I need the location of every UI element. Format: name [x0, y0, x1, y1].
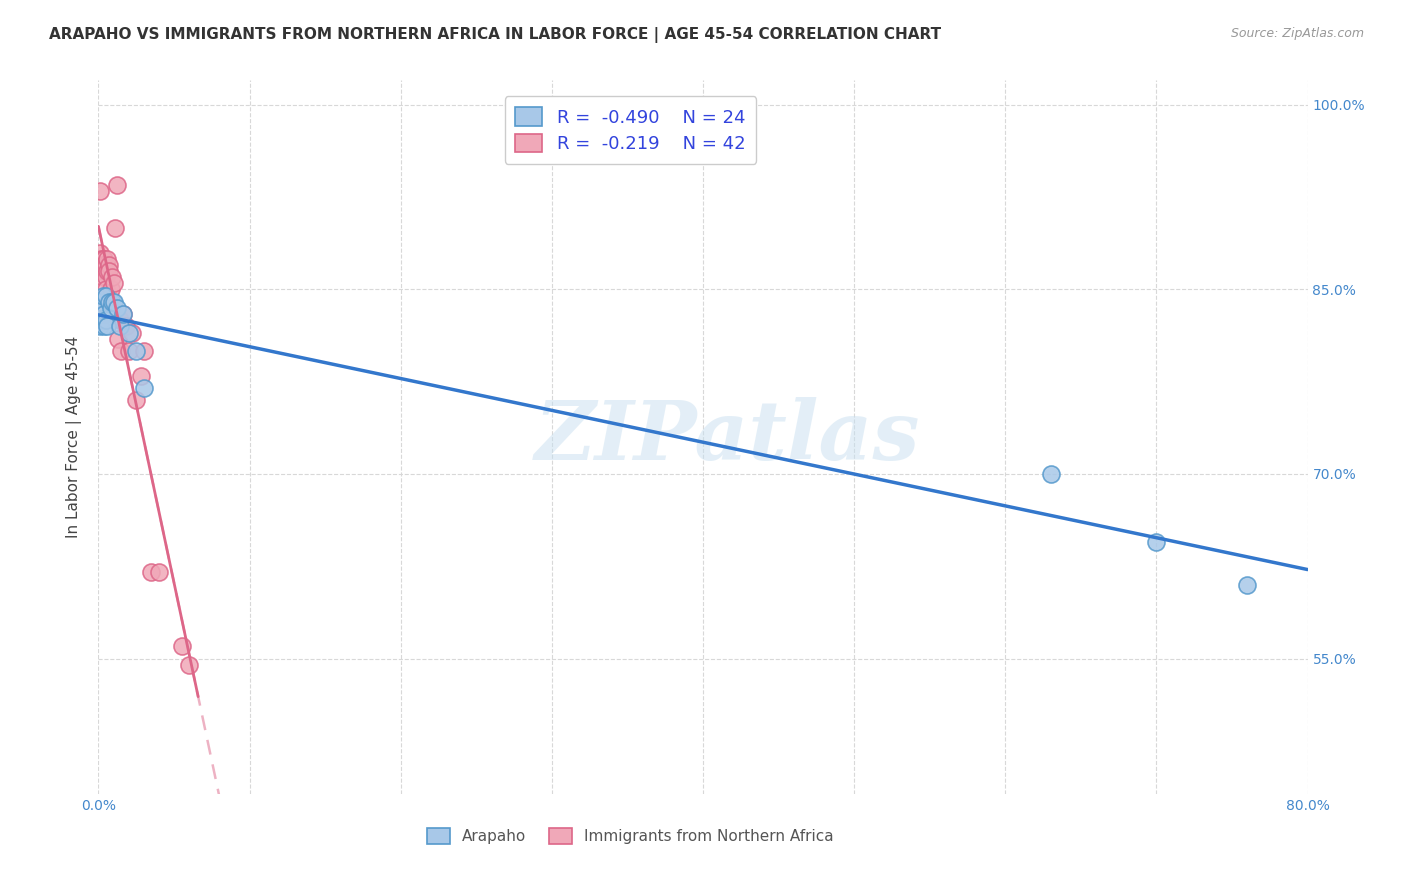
- Point: [170, 639, 193, 653]
- Point: [89, 319, 111, 334]
- Point: [148, 566, 170, 580]
- Point: [94, 282, 117, 296]
- Point: [94, 258, 117, 272]
- Legend: Arapaho, Immigrants from Northern Africa: Arapaho, Immigrants from Northern Africa: [420, 822, 841, 850]
- Point: [98, 294, 121, 309]
- Point: [111, 307, 134, 321]
- Point: [89, 245, 111, 260]
- Point: [1144, 534, 1167, 549]
- Point: [89, 184, 111, 198]
- Point: [91, 270, 114, 285]
- Point: [125, 343, 148, 358]
- Point: [125, 393, 148, 408]
- Point: [105, 178, 128, 192]
- Point: [90, 252, 112, 266]
- Point: [96, 252, 118, 266]
- Point: [90, 301, 112, 315]
- Point: [108, 313, 131, 327]
- Point: [103, 294, 125, 309]
- Point: [118, 343, 141, 358]
- Text: ARAPAHO VS IMMIGRANTS FROM NORTHERN AFRICA IN LABOR FORCE | AGE 45-54 CORRELATIO: ARAPAHO VS IMMIGRANTS FROM NORTHERN AFRI…: [49, 27, 942, 43]
- Point: [93, 319, 115, 334]
- Point: [100, 301, 122, 315]
- Point: [118, 326, 141, 340]
- Text: Source: ZipAtlas.com: Source: ZipAtlas.com: [1230, 27, 1364, 40]
- Point: [101, 294, 124, 309]
- Point: [94, 313, 117, 327]
- Point: [141, 566, 163, 580]
- Point: [93, 307, 115, 321]
- Text: ZIPatlas: ZIPatlas: [534, 397, 920, 477]
- Point: [132, 381, 155, 395]
- Point: [93, 258, 115, 272]
- Point: [114, 319, 136, 334]
- Point: [98, 258, 121, 272]
- Point: [103, 277, 125, 291]
- Point: [179, 657, 201, 672]
- Point: [91, 313, 114, 327]
- Point: [121, 326, 143, 340]
- Point: [107, 332, 129, 346]
- Point: [129, 368, 152, 383]
- Point: [93, 264, 115, 278]
- Point: [89, 258, 111, 272]
- Point: [100, 282, 122, 296]
- Point: [93, 258, 115, 272]
- Point: [105, 301, 128, 315]
- Point: [101, 270, 124, 285]
- Point: [90, 258, 112, 272]
- Point: [132, 343, 155, 358]
- Point: [104, 221, 127, 235]
- Point: [110, 343, 132, 358]
- Point: [90, 258, 112, 272]
- Point: [94, 288, 117, 302]
- Point: [111, 307, 134, 321]
- Point: [91, 258, 114, 272]
- Point: [91, 288, 114, 302]
- Point: [98, 264, 121, 278]
- Point: [93, 252, 115, 266]
- Point: [1039, 467, 1062, 481]
- Point: [108, 319, 131, 334]
- Point: [94, 270, 117, 285]
- Point: [96, 264, 118, 278]
- Point: [91, 252, 114, 266]
- Point: [89, 307, 111, 321]
- Y-axis label: In Labor Force | Age 45-54: In Labor Force | Age 45-54: [66, 336, 83, 538]
- Point: [91, 264, 114, 278]
- Point: [90, 264, 112, 278]
- Point: [91, 258, 114, 272]
- Point: [96, 319, 118, 334]
- Point: [1236, 578, 1258, 592]
- Point: [90, 294, 112, 309]
